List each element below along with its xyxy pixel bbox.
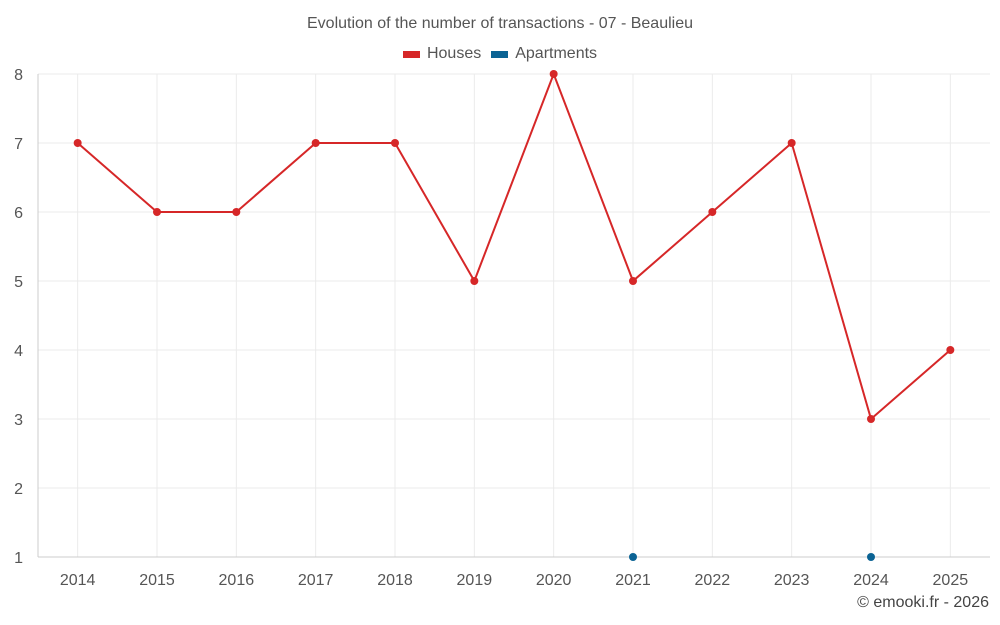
x-tick-label: 2023 xyxy=(774,572,810,589)
data-point-houses xyxy=(708,208,717,216)
legend: Houses Apartments xyxy=(0,45,1000,63)
y-tick-label: 5 xyxy=(14,274,23,291)
x-tick-label: 2017 xyxy=(298,572,334,589)
data-point-houses xyxy=(629,277,637,285)
data-point-houses xyxy=(867,415,875,423)
y-tick-label: 6 xyxy=(14,205,23,222)
legend-swatch-houses xyxy=(402,50,420,58)
data-point-houses xyxy=(946,346,955,354)
y-tick-label: 3 xyxy=(14,412,23,429)
legend-item-houses[interactable]: Houses xyxy=(402,45,482,63)
data-point-apartments xyxy=(867,553,875,561)
x-tick-label: 2021 xyxy=(615,572,651,589)
y-tick-label: 1 xyxy=(14,550,23,567)
legend-label-houses: Houses xyxy=(426,45,482,62)
x-tick-label: 2018 xyxy=(377,572,413,589)
data-point-houses xyxy=(73,139,82,147)
series-line-houses xyxy=(77,73,951,420)
y-tick-label: 8 xyxy=(14,67,23,84)
x-tick-label: 2025 xyxy=(933,572,969,589)
x-tick-label: 2022 xyxy=(695,572,731,589)
legend-swatch-apartments xyxy=(491,50,509,58)
x-tick-label: 2019 xyxy=(457,572,493,589)
data-point-houses xyxy=(153,208,161,216)
x-tick-label: 2016 xyxy=(219,572,255,589)
chart-title: Evolution of the number of transactions … xyxy=(307,15,693,32)
legend-item-apartments[interactable]: Apartments xyxy=(491,45,597,63)
x-tick-label: 2014 xyxy=(60,572,96,589)
legend-label-apartments: Apartments xyxy=(515,45,598,62)
y-tick-label: 2 xyxy=(14,481,23,498)
data-point-houses xyxy=(311,139,320,147)
x-tick-label: 2020 xyxy=(536,572,572,589)
x-tick-label: 2024 xyxy=(853,572,889,589)
y-tick-label: 7 xyxy=(14,136,23,153)
x-tick-label: 2015 xyxy=(139,572,175,589)
y-tick-label: 4 xyxy=(14,343,23,360)
data-point-houses xyxy=(470,277,479,285)
data-point-houses xyxy=(549,70,558,78)
data-point-houses xyxy=(232,208,241,216)
data-point-houses xyxy=(391,139,399,147)
data-point-houses xyxy=(787,139,796,147)
credit-text: © emooki.fr - 2026 xyxy=(857,594,989,611)
data-point-apartments xyxy=(629,553,637,561)
